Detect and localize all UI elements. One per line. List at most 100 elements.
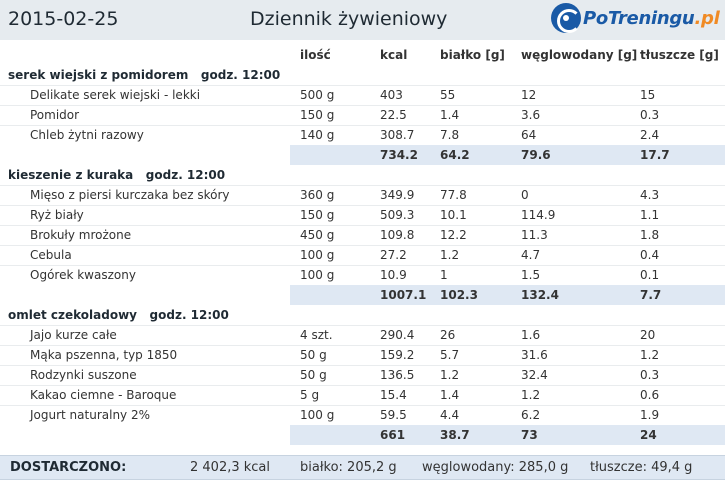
- food-wegle-cell: 1.5: [521, 268, 541, 282]
- food-tluszcze-cell: 2.4: [640, 128, 660, 142]
- food-name: Rodzynki suszone: [30, 368, 137, 382]
- row-divider: [0, 385, 725, 386]
- daily-summary-bar: DOSTARCZONO: 2 402,3 kcal białko: 205,2 …: [0, 455, 725, 480]
- food-name: Jajo kurze całe: [30, 328, 117, 342]
- food-ilosc-cell: 5 g: [300, 388, 320, 402]
- food-wegle-cell: 64: [521, 128, 537, 142]
- food-kcal-cell: 10.9: [380, 268, 407, 282]
- food-ilosc-cell: 100 g: [300, 248, 335, 262]
- row-divider: [0, 265, 725, 266]
- food-ilosc-cell: 50 g: [300, 348, 327, 362]
- row-divider: [0, 185, 725, 186]
- food-item-row[interactable]: Kakao ciemne - Baroque 5 g 15.4 1.4 1.2 0.6: [0, 385, 725, 405]
- food-kcal-cell: 59.5: [380, 408, 407, 422]
- food-name: Cebula: [30, 248, 72, 262]
- food-kcal-cell: 403: [380, 88, 403, 102]
- food-name: Chleb żytni razowy: [30, 128, 144, 142]
- total-kcal-cell: 1007.1: [380, 288, 427, 302]
- row-divider: [0, 365, 725, 366]
- brand-logo[interactable]: PoTreningu.pl: [551, 3, 720, 33]
- food-item-row[interactable]: Rodzynki suszone 50 g 136.5 1.2 32.4 0.3: [0, 365, 725, 385]
- summary-fat: tłuszcze: 49,4 g: [590, 460, 693, 475]
- food-name: Jogurt naturalny 2%: [30, 408, 151, 422]
- food-wegle-cell: 3.6: [521, 108, 541, 122]
- food-tluszcze-cell: 15: [640, 88, 656, 102]
- food-bialko-cell: 26: [440, 328, 456, 342]
- food-wegle-cell: 6.2: [521, 408, 541, 422]
- meal-header-row: kieszenie z kuraka godz. 12:00: [0, 165, 725, 185]
- total-wegle-cell: 132.4: [521, 288, 559, 302]
- total-bialko-cell: 38.7: [440, 428, 470, 442]
- food-name: Pomidor: [30, 108, 80, 122]
- food-tluszcze-cell: 1.8: [640, 228, 660, 242]
- food-tluszcze-cell: 0.6: [640, 388, 660, 402]
- row-divider: [0, 205, 725, 206]
- summary-kcal: 2 402,3 kcal: [190, 460, 271, 475]
- food-item-row[interactable]: Ogórek kwaszony 100 g 10.9 1 1.5 0.1: [0, 265, 725, 285]
- total-tluszcze-cell: 17.7: [640, 148, 670, 162]
- logo-icon: [551, 3, 581, 33]
- food-item-row[interactable]: Ryż biały 150 g 509.3 10.1 114.9 1.1: [0, 205, 725, 225]
- total-bialko-cell: 102.3: [440, 288, 478, 302]
- food-wegle-cell: 31.6: [521, 348, 548, 362]
- total-tluszcze-cell: 7.7: [640, 288, 662, 302]
- food-bialko-cell: 1.4: [440, 388, 460, 402]
- food-item-row[interactable]: Pomidor 150 g 22.5 1.4 3.6 0.3: [0, 105, 725, 125]
- food-item-row[interactable]: Cebula 100 g 27.2 1.2 4.7 0.4: [0, 245, 725, 265]
- meal-total-row: 734.2 64.2 79.6 17.7: [290, 145, 725, 165]
- meal-header-row: serek wiejski z pomidorem godz. 12:00: [0, 65, 725, 85]
- page-title: Dziennik żywieniowy: [250, 8, 448, 30]
- food-kcal-cell: 22.5: [380, 108, 407, 122]
- food-bialko-cell: 12.2: [440, 228, 467, 242]
- food-kcal-cell: 159.2: [380, 348, 415, 362]
- food-tluszcze-cell: 4.3: [640, 188, 660, 202]
- food-kcal-cell: 290.4: [380, 328, 415, 342]
- row-divider: [0, 325, 725, 326]
- summary-label: DOSTARCZONO:: [10, 460, 127, 475]
- food-ilosc-cell: 450 g: [300, 228, 335, 242]
- row-divider: [0, 225, 725, 226]
- row-divider: [0, 245, 725, 246]
- food-kcal-cell: 349.9: [380, 188, 415, 202]
- summary-carbs: węglowodany: 285,0 g: [422, 460, 569, 475]
- food-name: Mięso z piersi kurczaka bez skóry: [30, 188, 230, 202]
- food-wegle-cell: 1.2: [521, 388, 541, 402]
- row-divider: [0, 85, 725, 86]
- total-tluszcze-cell: 24: [640, 428, 657, 442]
- food-ilosc-cell: 360 g: [300, 188, 335, 202]
- col-header-carbs: węglowodany [g]: [521, 48, 638, 62]
- logo-text: PoTreningu.pl: [583, 7, 720, 29]
- food-name: Kakao ciemne - Baroque: [30, 388, 177, 402]
- diary-date: 2015-02-25: [8, 8, 119, 30]
- food-item-row[interactable]: Mięso z piersi kurczaka bez skóry 360 g 34…: [0, 185, 725, 205]
- food-tluszcze-cell: 0.4: [640, 248, 660, 262]
- food-item-row[interactable]: Jajo kurze całe 4 szt. 290.4 26 1.6 20: [0, 325, 725, 345]
- food-item-row[interactable]: Mąka pszenna, typ 1850 50 g 159.2 5.7 31.6 1.…: [0, 345, 725, 365]
- col-header-kcal: kcal: [380, 48, 408, 62]
- food-wegle-cell: 11.3: [521, 228, 548, 242]
- food-kcal-cell: 109.8: [380, 228, 415, 242]
- meal-total-row: 1007.1 102.3 132.4 7.7: [290, 285, 725, 305]
- food-bialko-cell: 1.2: [440, 248, 460, 262]
- food-bialko-cell: 1: [440, 268, 448, 282]
- food-ilosc-cell: 4 szt.: [300, 328, 333, 342]
- food-tluszcze-cell: 0.1: [640, 268, 660, 282]
- food-bialko-cell: 5.7: [440, 348, 460, 362]
- food-bialko-cell: 1.2: [440, 368, 460, 382]
- food-kcal-cell: 308.7: [380, 128, 415, 142]
- total-kcal-cell: 734.2: [380, 148, 418, 162]
- meal-header-row: omlet czekoladowy godz. 12:00: [0, 305, 725, 325]
- col-header-quantity: ilość: [300, 48, 331, 62]
- food-tluszcze-cell: 20: [640, 328, 656, 342]
- row-divider: [0, 105, 725, 106]
- col-header-fat: tłuszcze [g]: [640, 48, 719, 62]
- total-wegle-cell: 73: [521, 428, 538, 442]
- total-kcal-cell: 661: [380, 428, 406, 442]
- food-item-row[interactable]: Jogurt naturalny 2% 100 g 59.5 4.4 6.2 1.9: [0, 405, 725, 425]
- food-item-row[interactable]: Brokuły mrożone 450 g 109.8 12.2 11.3 1.8: [0, 225, 725, 245]
- food-bialko-cell: 4.4: [440, 408, 460, 422]
- food-item-row[interactable]: Delikate serek wiejski - lekki 500 g 403 55…: [0, 85, 725, 105]
- summary-protein: białko: 205,2 g: [300, 460, 397, 475]
- food-item-row[interactable]: Chleb żytni razowy 140 g 308.7 7.8 64 2.4: [0, 125, 725, 145]
- row-divider: [0, 345, 725, 346]
